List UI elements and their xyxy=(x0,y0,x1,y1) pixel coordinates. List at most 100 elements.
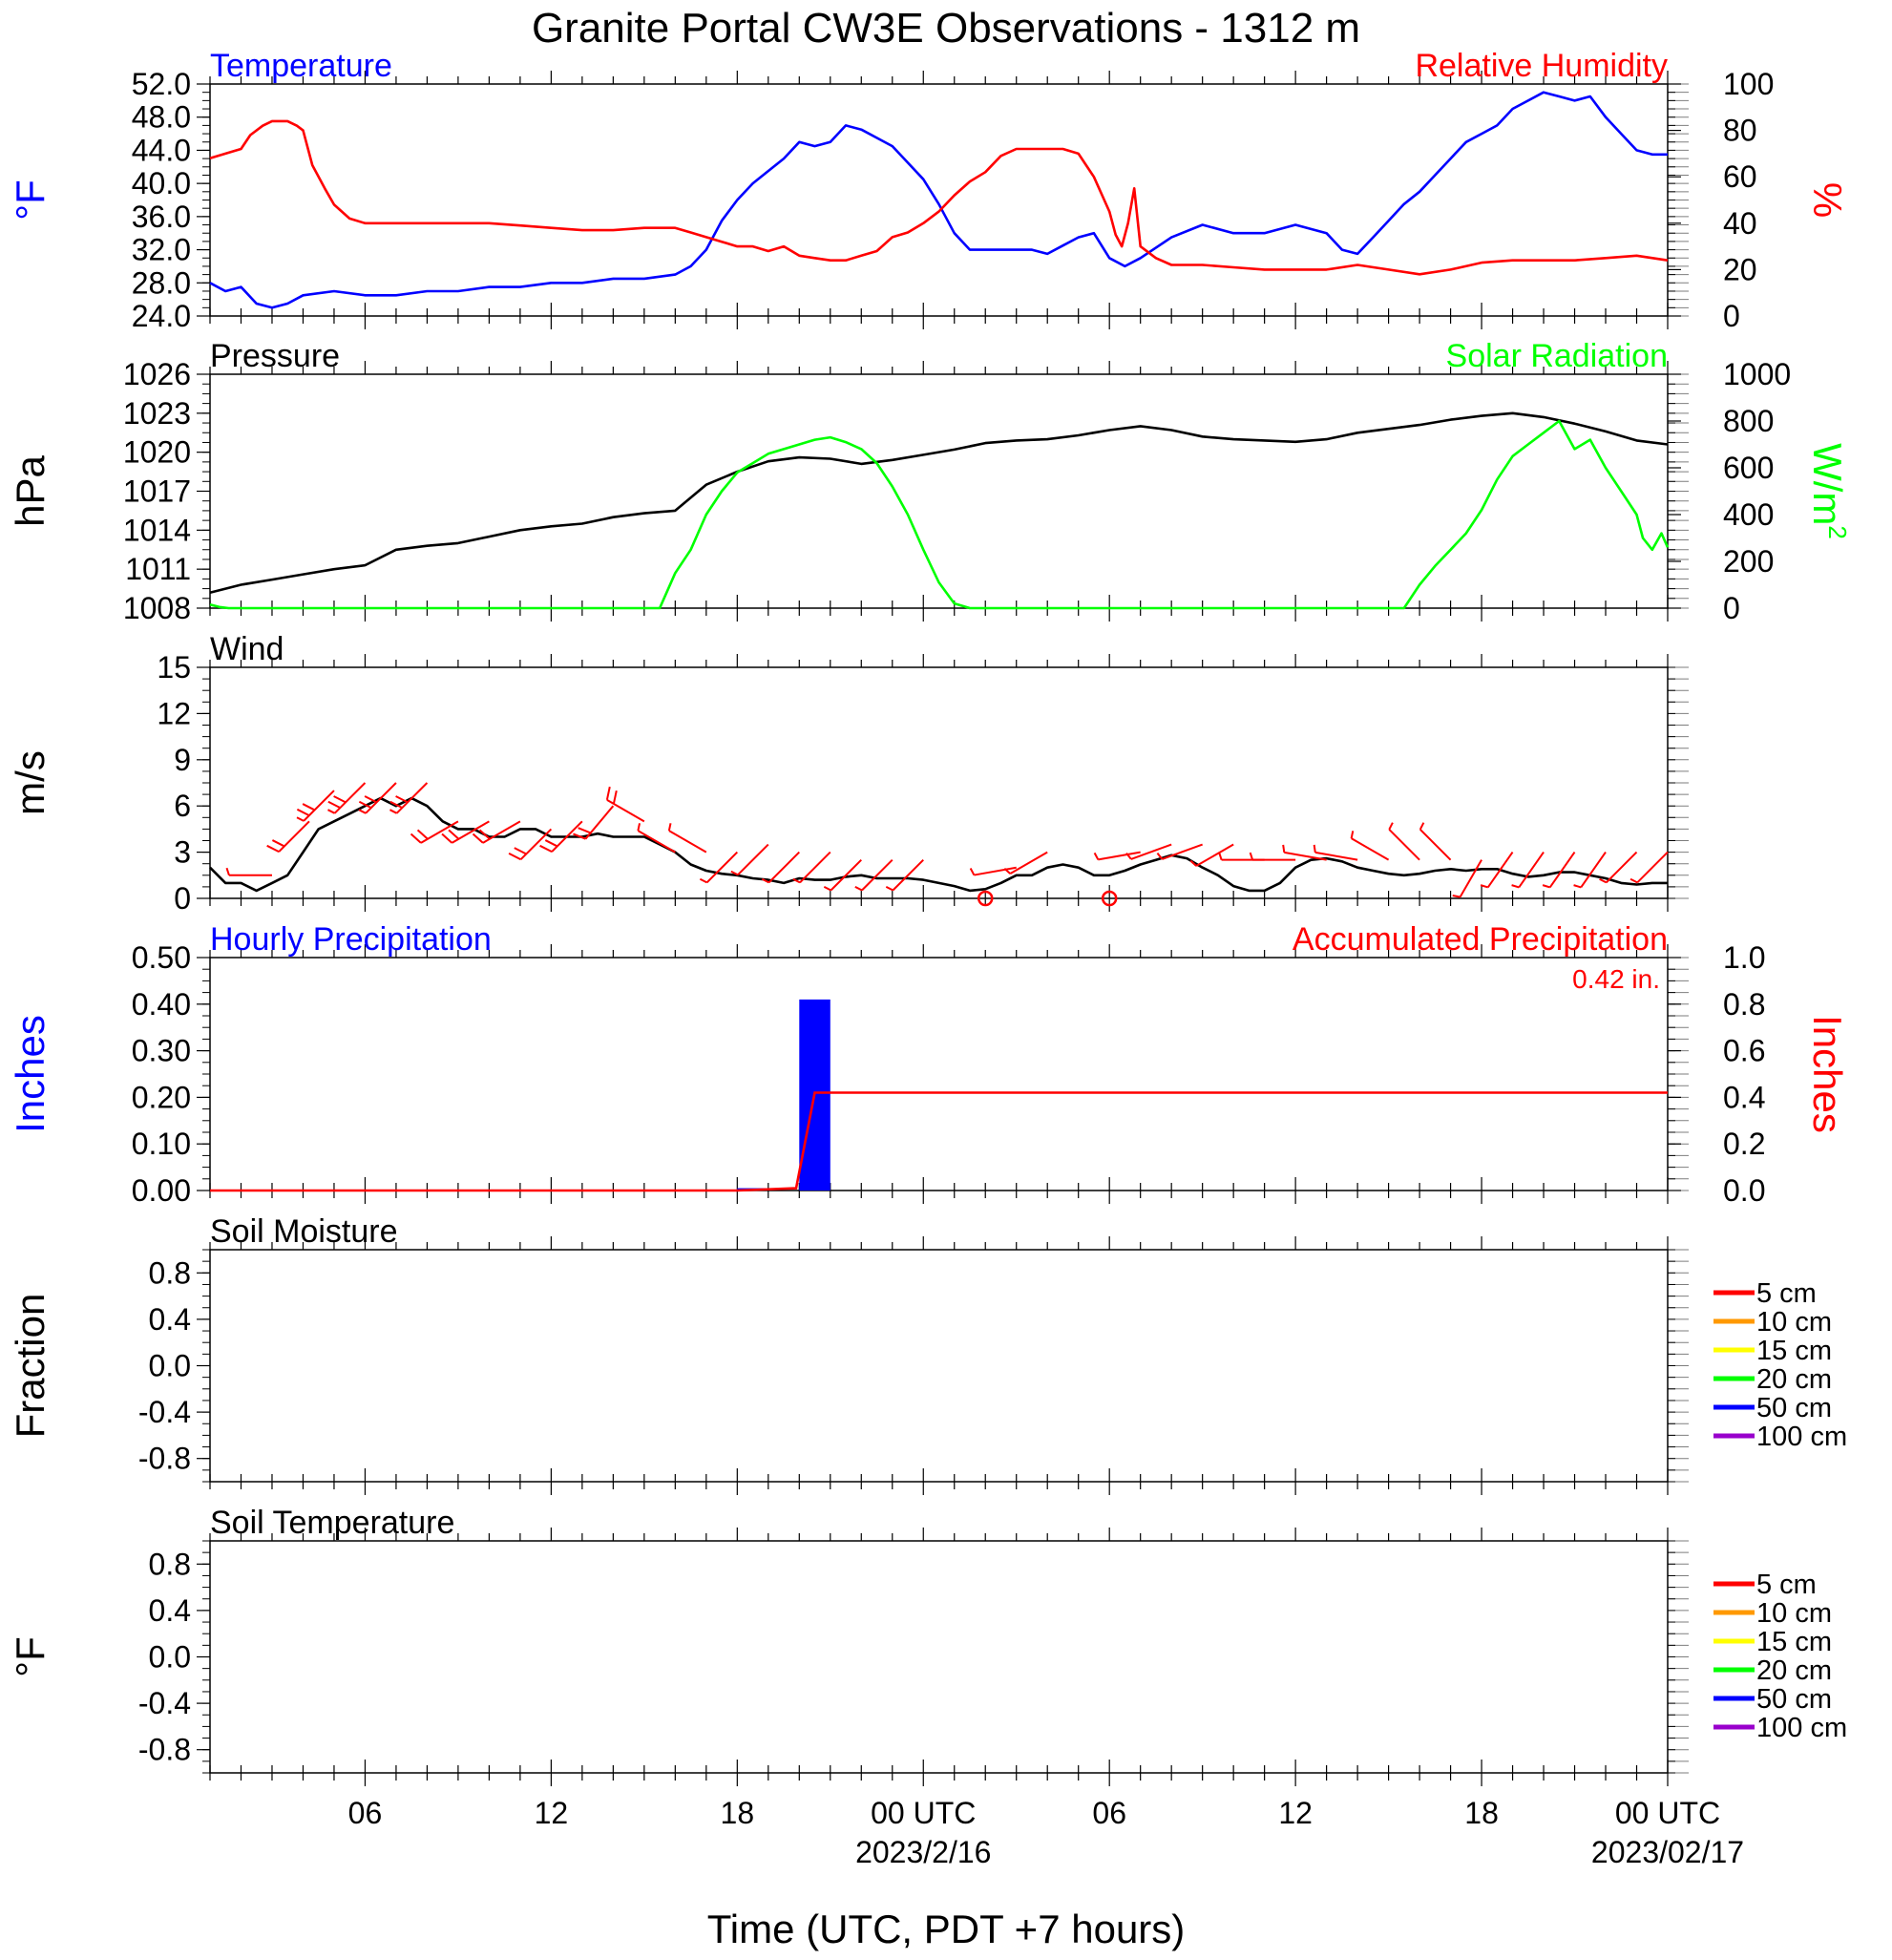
y-tick-label-left: 40.0 xyxy=(132,166,191,200)
barb-flag xyxy=(1249,852,1254,860)
barb-flag xyxy=(1093,852,1100,860)
y-tick-label-right: 0.0 xyxy=(1723,1173,1765,1208)
barb-flag xyxy=(448,829,460,840)
wind-barb xyxy=(441,820,490,844)
legend-item: 10 cm xyxy=(1713,1598,1832,1629)
barb-flag xyxy=(539,844,553,854)
barb-flag xyxy=(1313,844,1316,853)
y-tick-label-right: 40 xyxy=(1723,206,1757,241)
wind-barb xyxy=(637,823,676,854)
y-tick-label-left: 24.0 xyxy=(132,299,191,333)
barb-staff xyxy=(1130,843,1172,860)
barb-flag xyxy=(416,829,429,840)
barb-flag xyxy=(296,816,305,822)
x-tick-label: 00 UTC xyxy=(871,1796,976,1830)
wind-barb xyxy=(573,805,615,840)
plot-frame xyxy=(209,957,1669,1191)
figure-title: Granite Portal CW3E Observations - 1312 … xyxy=(532,5,1360,52)
barb-staff xyxy=(1548,852,1576,889)
legend-item: 5 cm xyxy=(1713,1570,1817,1600)
legend-item: 10 cm xyxy=(1713,1307,1832,1338)
wind-barb xyxy=(1511,852,1545,889)
barb-flag xyxy=(441,832,453,844)
x-tick-label: 06 xyxy=(1092,1796,1126,1830)
y-axis-unit-right: W/m2 xyxy=(1805,443,1852,539)
legend-label: 5 cm xyxy=(1756,1278,1817,1309)
barb-staff xyxy=(519,828,553,860)
barb-flag xyxy=(514,847,527,855)
y-tick-label-right: 0.8 xyxy=(1723,987,1765,1022)
wind-barb xyxy=(1282,844,1327,861)
barb-flag xyxy=(327,800,341,809)
barb-flag xyxy=(1189,859,1197,867)
y-axis-unit-right: % xyxy=(1805,182,1850,218)
barb-flag xyxy=(1282,844,1286,853)
wind-barb xyxy=(1313,844,1358,861)
legend-label: 10 cm xyxy=(1756,1307,1832,1338)
x-tick-date-label: 2023/2/16 xyxy=(855,1835,991,1869)
legend-item: 100 cm xyxy=(1713,1422,1847,1452)
y-tick-label-left: 0.50 xyxy=(132,940,191,975)
y-tick-label-left: 0.10 xyxy=(132,1127,191,1161)
wind-barb xyxy=(667,823,707,854)
barb-staff xyxy=(861,858,893,892)
barb-flag xyxy=(296,808,310,817)
wind-barb xyxy=(389,782,429,814)
barb-flag xyxy=(699,877,707,884)
barb-flag xyxy=(969,868,976,876)
y-tick-label-left: 12 xyxy=(157,696,191,730)
legend-label: 100 cm xyxy=(1756,1422,1847,1452)
barb-flag xyxy=(823,885,831,892)
y-tick-label-right: 100 xyxy=(1723,67,1774,101)
y-tick-label-right: 600 xyxy=(1723,451,1774,485)
barb-flag xyxy=(1350,831,1355,839)
barb-staff xyxy=(278,820,310,853)
y-tick-label-right: 800 xyxy=(1723,404,1774,438)
barb-staff xyxy=(830,858,862,892)
barb-staff xyxy=(606,798,645,823)
y-tick-label-left: 0.0 xyxy=(149,1349,191,1383)
barb-flag xyxy=(1573,884,1582,889)
y-tick-label-right: 0.2 xyxy=(1723,1127,1765,1161)
barb-staff xyxy=(1009,851,1048,875)
barb-flag xyxy=(1003,868,1011,875)
barb-flag xyxy=(885,885,893,892)
barb-staff xyxy=(1459,859,1482,898)
barb-flag xyxy=(225,867,230,876)
x-tick-label: 18 xyxy=(1464,1796,1499,1830)
x-tick-label: 12 xyxy=(1278,1796,1313,1830)
y-tick-label-left: 28.0 xyxy=(132,265,191,300)
legend-label: 100 cm xyxy=(1756,1713,1847,1743)
y-tick-label-left: 1023 xyxy=(123,396,191,431)
wind-barb xyxy=(1388,822,1420,861)
panel-title-left: Temperature xyxy=(210,48,392,84)
y-tick-label-right: 0.6 xyxy=(1723,1034,1765,1068)
y-tick-label-left: 44.0 xyxy=(132,133,191,167)
barb-staff xyxy=(799,851,831,884)
barb-staff xyxy=(737,843,769,876)
barb-staff xyxy=(1195,843,1234,867)
barb-flag xyxy=(605,786,611,801)
barb-flag xyxy=(730,870,739,876)
wind-barb xyxy=(605,786,645,823)
y-tick-label-right: 1000 xyxy=(1723,357,1791,391)
wind-barb xyxy=(969,866,1017,876)
y-tick-label-left: 0.00 xyxy=(132,1173,191,1208)
legend-label: 20 cm xyxy=(1756,1364,1832,1395)
y-tick-label-left: 0.20 xyxy=(132,1080,191,1114)
barb-staff xyxy=(451,820,490,844)
wind-barb xyxy=(1573,852,1607,889)
barb-flag xyxy=(1125,853,1132,860)
y-tick-label-right: 400 xyxy=(1723,497,1774,532)
unit-text: W/m xyxy=(1805,443,1850,525)
wind-barb xyxy=(1249,852,1296,861)
barb-flag xyxy=(1511,884,1520,889)
y-axis-unit-left: hPa xyxy=(8,454,53,526)
unit-text: % xyxy=(1805,182,1850,218)
series-pressure xyxy=(209,411,1669,594)
barb-flag xyxy=(266,844,280,854)
y-tick-label-right: 1.0 xyxy=(1723,940,1765,975)
wind-barb xyxy=(1629,851,1669,884)
barb-staff xyxy=(1518,852,1545,889)
